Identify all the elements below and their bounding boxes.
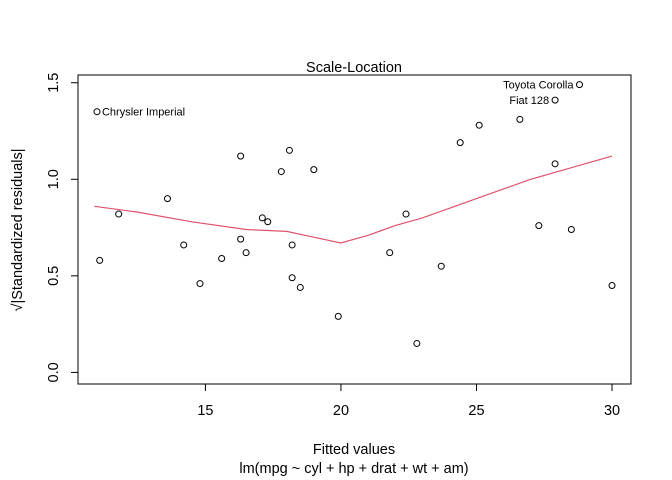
data-point	[237, 152, 245, 160]
data-point	[288, 274, 296, 282]
data-point	[264, 218, 272, 226]
data-point	[115, 210, 123, 218]
point-labels-group: Chrysler Imperial Toyota Corolla Fiat 128	[102, 80, 574, 119]
x-axis-subtitle: lm(mpg ~ cyl + hp + drat + wt + am)	[239, 461, 468, 477]
data-point	[334, 312, 342, 320]
y-axis: 0.0 0.5 1.0 1.5	[46, 73, 79, 382]
data-point	[285, 146, 293, 154]
y-tick-label: 0.0	[46, 362, 62, 382]
data-point	[296, 283, 304, 291]
data-point	[413, 339, 421, 347]
point-label: Toyota Corolla	[503, 80, 574, 92]
data-point	[310, 166, 318, 174]
smooth-line	[94, 155, 613, 244]
x-axis-label: Fitted values	[313, 442, 395, 458]
data-point	[93, 108, 101, 116]
data-point	[277, 168, 285, 176]
x-tick-label: 30	[604, 403, 620, 419]
data-point	[180, 241, 188, 249]
data-point	[456, 139, 464, 147]
chart-title: Scale-Location	[306, 60, 402, 76]
data-point	[535, 222, 543, 230]
x-tick-label: 20	[333, 403, 349, 419]
data-point	[163, 195, 171, 203]
data-point	[402, 210, 410, 218]
data-point	[551, 96, 559, 104]
data-point	[386, 249, 394, 257]
data-point	[567, 226, 575, 233]
data-point	[258, 214, 266, 222]
x-tick-label: 25	[468, 403, 484, 419]
data-point	[237, 235, 245, 243]
x-tick-label: 15	[197, 403, 213, 419]
y-tick-label: 1.5	[46, 73, 62, 93]
y-tick-label: 0.5	[46, 266, 62, 286]
data-point	[437, 262, 445, 270]
data-point	[475, 121, 483, 129]
data-point	[96, 256, 104, 264]
x-axis: 15 20 25 30	[197, 383, 620, 419]
data-point	[516, 115, 524, 123]
point-label: Chrysler Imperial	[102, 107, 185, 119]
smooth-line-group	[94, 155, 613, 244]
point-label: Fiat 128	[509, 95, 549, 107]
data-point	[288, 241, 296, 249]
points-group	[93, 81, 616, 347]
y-axis-label: √|Standardized residuals|	[10, 149, 26, 312]
data-point	[242, 249, 250, 257]
data-point	[608, 282, 616, 290]
data-point	[551, 160, 559, 168]
data-point	[218, 254, 226, 262]
data-point	[196, 280, 204, 288]
data-point	[575, 81, 583, 89]
y-tick-label: 1.0	[46, 169, 62, 189]
